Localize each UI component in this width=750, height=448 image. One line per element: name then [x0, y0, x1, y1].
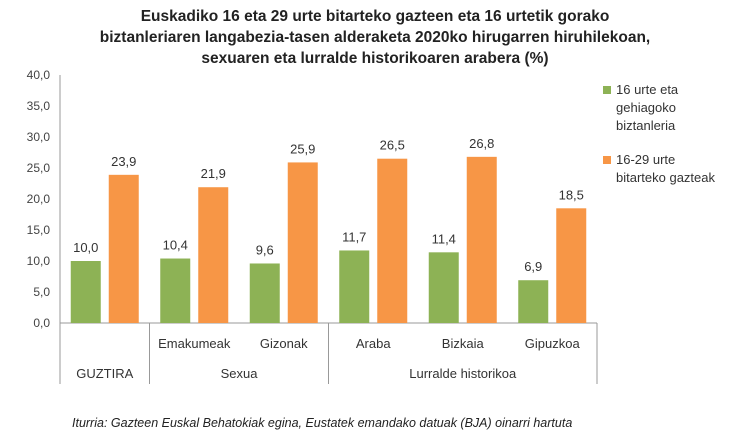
y-tick-label: 20,0 — [27, 192, 51, 206]
data-label: 26,5 — [380, 138, 405, 153]
bar — [518, 280, 549, 323]
data-label: 11,4 — [432, 231, 456, 246]
legend-swatch — [603, 86, 611, 94]
y-tick-label: 5,0 — [33, 285, 50, 299]
x-tick-label: Bizkaia — [442, 336, 485, 351]
bar — [198, 187, 229, 323]
data-label: 9,6 — [256, 242, 274, 257]
y-tick-label: 15,0 — [27, 223, 51, 237]
legend-label: gehiagoko — [616, 100, 676, 115]
bar — [556, 208, 587, 323]
bar — [108, 174, 139, 323]
data-label: 6,9 — [524, 259, 542, 274]
x-tick-label: Emakumeak — [158, 336, 231, 351]
y-tick-label: 25,0 — [27, 161, 51, 175]
x-tick-label: Gizonak — [260, 336, 308, 351]
legend-label: 16 urte eta — [616, 82, 679, 97]
y-tick-label: 40,0 — [27, 68, 51, 82]
data-label: 11,7 — [342, 229, 366, 244]
title-line: Euskadiko 16 eta 29 urte bitarteko gazte… — [140, 8, 610, 25]
x-tick-label: Araba — [356, 336, 391, 351]
data-label: 10,4 — [163, 238, 188, 253]
group-label: Lurralde historikoa — [409, 366, 517, 381]
y-tick-label: 35,0 — [27, 99, 51, 113]
bar — [339, 250, 370, 323]
group-label: GUZTIRA — [76, 366, 133, 381]
legend-label: 16-29 urte — [616, 152, 675, 167]
data-label: 25,9 — [290, 141, 315, 156]
legend-label: biztanleria — [616, 118, 676, 133]
y-tick-label: 0,0 — [33, 316, 50, 330]
data-label: 26,8 — [469, 136, 494, 151]
title-line: sexuaren eta lurralde historikoaren arab… — [201, 50, 549, 67]
data-label: 10,0 — [73, 240, 98, 255]
source-note: Iturria: Gazteen Euskal Behatokiak egina… — [72, 416, 573, 430]
bar — [249, 263, 280, 323]
bar — [160, 258, 191, 323]
data-label: 18,5 — [559, 187, 584, 202]
legend-label: bitarteko gazteak — [616, 170, 716, 185]
data-label: 23,9 — [111, 154, 136, 169]
bar — [287, 162, 318, 323]
bar — [428, 252, 459, 323]
chart-title: Euskadiko 16 eta 29 urte bitarteko gazte… — [0, 6, 750, 69]
legend-swatch — [603, 156, 611, 164]
bar — [70, 261, 101, 323]
bar — [377, 158, 408, 323]
bar — [466, 156, 497, 323]
title-line: biztanleriaren langabezia-tasen alderake… — [99, 29, 651, 46]
group-label: Sexua — [221, 366, 259, 381]
data-label: 21,9 — [201, 166, 226, 181]
y-tick-label: 30,0 — [27, 130, 51, 144]
y-tick-label: 10,0 — [27, 254, 51, 268]
x-tick-label: Gipuzkoa — [525, 336, 581, 351]
